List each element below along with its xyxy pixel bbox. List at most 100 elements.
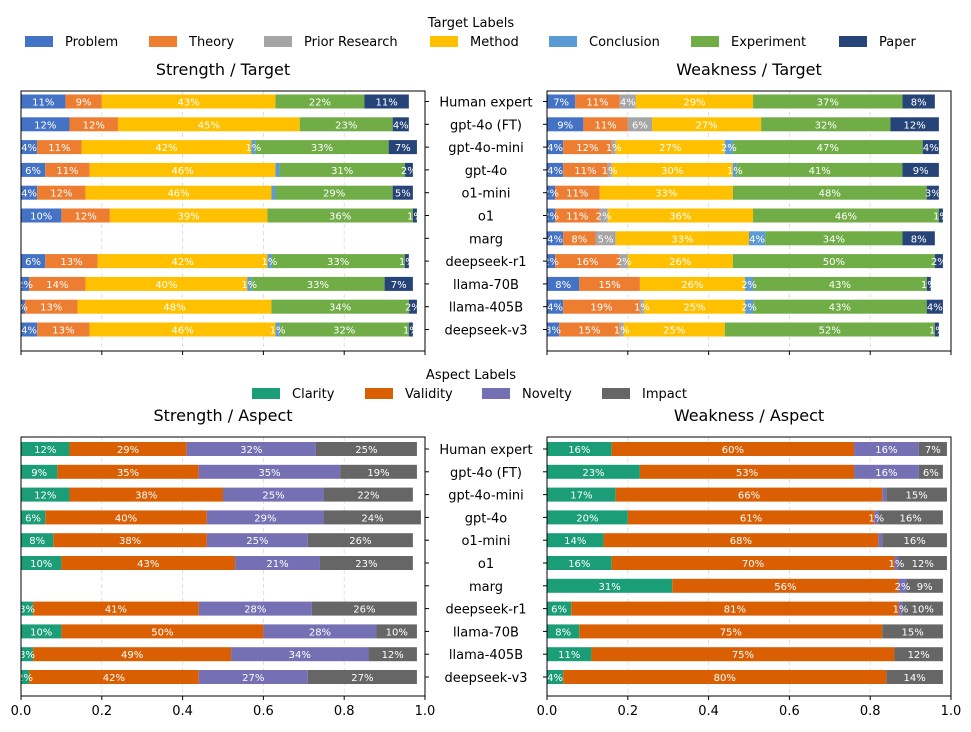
legend-label-prior-research: Prior Research bbox=[304, 35, 398, 50]
bar-clarity-deepseek-v3 bbox=[547, 670, 564, 684]
bar-label: 27% bbox=[695, 120, 717, 131]
bar-method-o1 bbox=[607, 208, 754, 223]
bar-impact-gpt-4o-ft bbox=[340, 464, 417, 479]
legend-swatch-prior-research bbox=[264, 36, 292, 47]
bar-label: 1% bbox=[634, 303, 650, 314]
legend-swatch-experiment bbox=[691, 36, 719, 47]
panel-weakness-aspect: Weakness / Aspect 16% 60% 16% 7% 23% 53% 16% 6% 1… bbox=[537, 406, 962, 719]
bar-label: 11% bbox=[594, 120, 616, 131]
target-legend: Problem Theory Prior Research Method Conclus… bbox=[25, 35, 916, 50]
bar-impact-gpt-4o bbox=[878, 510, 943, 525]
bar-conclusion-marg bbox=[749, 231, 766, 246]
bar-label: 56% bbox=[774, 582, 796, 593]
bar-clarity-gpt-4o-ft bbox=[547, 464, 640, 479]
bar-label: 42% bbox=[103, 673, 125, 684]
bar-experiment-llama-70b bbox=[251, 276, 385, 291]
panel-title: Weakness / Target bbox=[676, 60, 822, 79]
bar-prior-research-deepseek-v3 bbox=[619, 322, 624, 337]
bar-experiment-gpt-4o-mini bbox=[255, 140, 389, 155]
bar-validity-o1-mini bbox=[603, 533, 879, 548]
bar-label: 11% bbox=[376, 98, 398, 109]
bar-label: 25% bbox=[262, 491, 284, 502]
bar-validity-deepseek-v3 bbox=[563, 670, 887, 684]
bar-label: 8% bbox=[29, 536, 45, 547]
bar-impact-o1 bbox=[319, 556, 413, 570]
bar-label: 26% bbox=[353, 605, 375, 616]
bar-validity-llama-405b bbox=[33, 647, 232, 662]
bar-label: 53% bbox=[736, 468, 758, 479]
bar-paper-human-expert bbox=[902, 94, 935, 109]
bar-label: 11% bbox=[574, 166, 596, 177]
bar-clarity-llama-405b bbox=[547, 647, 592, 662]
panel-title: Strength / Target bbox=[156, 60, 290, 79]
bar-theory-human-expert bbox=[575, 94, 620, 109]
bar-label: 19% bbox=[590, 303, 612, 314]
bar-label: 40% bbox=[115, 513, 137, 524]
bar-novelty-gpt-4o bbox=[206, 510, 324, 525]
bar-theory-o1 bbox=[61, 208, 110, 223]
bar-label: 6% bbox=[923, 468, 939, 479]
bar-label: 4% bbox=[21, 326, 37, 337]
model-label-deepseek-r1: deepseek-r1 bbox=[445, 255, 526, 270]
bar-validity-gpt-4o bbox=[45, 510, 207, 525]
bar-label: 11% bbox=[558, 650, 580, 661]
bar-clarity-gpt-4o bbox=[547, 510, 628, 525]
bar-conclusion-gpt-4o bbox=[275, 162, 280, 177]
bar-paper-deepseek-v3 bbox=[408, 322, 413, 337]
bar-method-deepseek-r1 bbox=[97, 254, 268, 269]
model-label-human-expert: Human expert bbox=[439, 443, 532, 458]
bar-label: 4% bbox=[547, 673, 563, 684]
bar-label: 9% bbox=[917, 582, 933, 593]
bar-validity-deepseek-v3 bbox=[29, 670, 199, 684]
model-label-gpt-4o-mini: gpt-4o-mini bbox=[448, 489, 524, 504]
bar-label: 5% bbox=[395, 189, 411, 200]
bar-label: 7% bbox=[553, 98, 569, 109]
bar-problem-deepseek-v3 bbox=[21, 322, 38, 337]
x-tick-label: 0.4 bbox=[698, 704, 719, 719]
bar-experiment-deepseek-r1 bbox=[732, 254, 935, 269]
bar-label: 6% bbox=[25, 513, 41, 524]
bar-theory-llama-405b bbox=[25, 299, 78, 314]
bar-impact-deepseek-v3 bbox=[886, 670, 943, 684]
bar-label: 13% bbox=[52, 326, 74, 337]
x-tick-label: 0.6 bbox=[779, 704, 800, 719]
bar-experiment-human-expert bbox=[753, 94, 903, 109]
bar-paper-gpt-4o-mini bbox=[922, 140, 939, 155]
bar-label: 1% bbox=[262, 257, 278, 268]
bar-label: 10% bbox=[912, 605, 934, 616]
bar-theory-llama-70b bbox=[29, 276, 86, 291]
bar-label: 28% bbox=[309, 627, 331, 638]
bar-label: 11% bbox=[566, 189, 588, 200]
bar-label: 68% bbox=[730, 536, 752, 547]
bar-validity-gpt-4o-mini bbox=[69, 487, 223, 502]
bar-theory-deepseek-r1 bbox=[45, 254, 98, 269]
bar-label: 43% bbox=[829, 303, 851, 314]
bar-label: 60% bbox=[722, 445, 744, 456]
bar-experiment-gpt-4o-mini bbox=[732, 140, 923, 155]
bar-label: 22% bbox=[309, 98, 331, 109]
bar-problem-deepseek-v3 bbox=[547, 322, 560, 337]
bar-validity-o1 bbox=[611, 556, 895, 570]
bar-paper-deepseek-r1 bbox=[934, 254, 943, 269]
bar-label: 16% bbox=[899, 513, 921, 524]
bar-validity-gpt-4o-ft bbox=[57, 464, 199, 479]
bar-label: 35% bbox=[258, 468, 280, 479]
bar-label: 42% bbox=[171, 257, 193, 268]
bar-label: 34% bbox=[289, 650, 311, 661]
bar-paper-o1-mini bbox=[392, 185, 413, 200]
bar-problem-gpt-4o-ft bbox=[547, 117, 584, 132]
bar-label: 15% bbox=[578, 326, 600, 337]
bar-novelty-o1 bbox=[235, 556, 320, 570]
bar-label: 4% bbox=[923, 143, 939, 154]
bar-problem-deepseek-r1 bbox=[21, 254, 46, 269]
bar-paper-llama-405b bbox=[408, 299, 417, 314]
bar-impact-gpt-4o bbox=[324, 510, 421, 525]
bar-label: 46% bbox=[167, 189, 189, 200]
bar-validity-llama-405b bbox=[591, 647, 895, 662]
bar-paper-gpt-4o-ft bbox=[890, 117, 939, 132]
bar-label: 5% bbox=[598, 234, 614, 245]
bar-validity-gpt-4o-mini bbox=[615, 487, 883, 502]
bar-paper-gpt-4o-mini bbox=[388, 140, 417, 155]
bar-clarity-deepseek-r1 bbox=[21, 601, 34, 616]
